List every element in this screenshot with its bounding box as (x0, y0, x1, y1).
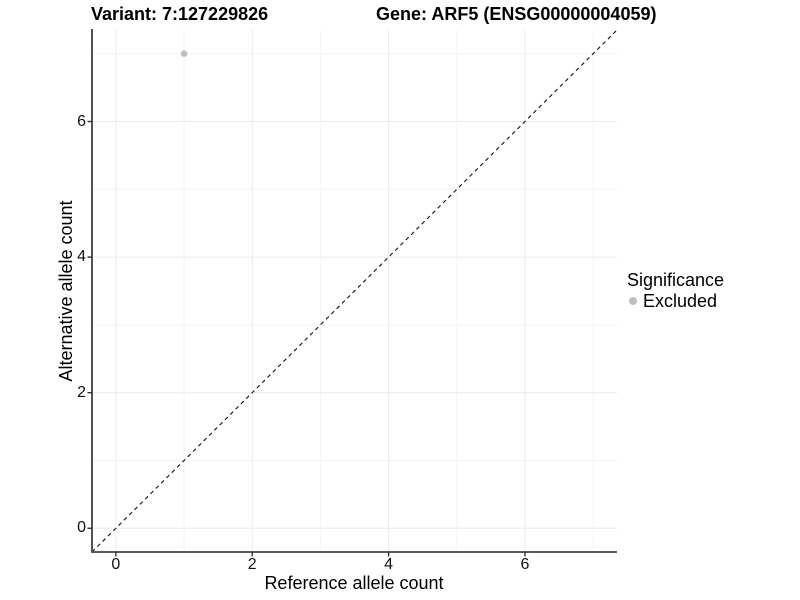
y-tick-label: 4 (77, 248, 86, 266)
x-tick-label: 6 (520, 556, 530, 573)
y-tick-label: 6 (77, 112, 86, 130)
plot-title-gene: Gene: ARF5 (ENSG00000004059) (376, 4, 657, 24)
legend-item-label: Excluded (643, 291, 718, 311)
excluded-point-icon (629, 297, 637, 305)
x-tick-label: 4 (384, 556, 394, 573)
legend: Significance Excluded (627, 270, 724, 311)
scatter-plot-panel (87, 29, 618, 557)
plot-title-variant: Variant: 7:127229826 (91, 4, 269, 24)
y-axis-title: Alternative allele count (56, 200, 76, 382)
legend-item-excluded: Excluded (627, 291, 724, 311)
x-axis-title: Reference allele count (264, 573, 444, 593)
x-tick-label: 0 (111, 556, 121, 573)
y-tick-label: 0 (77, 519, 86, 537)
y-tick-label: 2 (77, 383, 86, 401)
data-point (180, 50, 188, 58)
identity-reference-line (91, 29, 618, 553)
legend-title: Significance (627, 270, 725, 290)
x-tick-label: 2 (247, 556, 257, 573)
